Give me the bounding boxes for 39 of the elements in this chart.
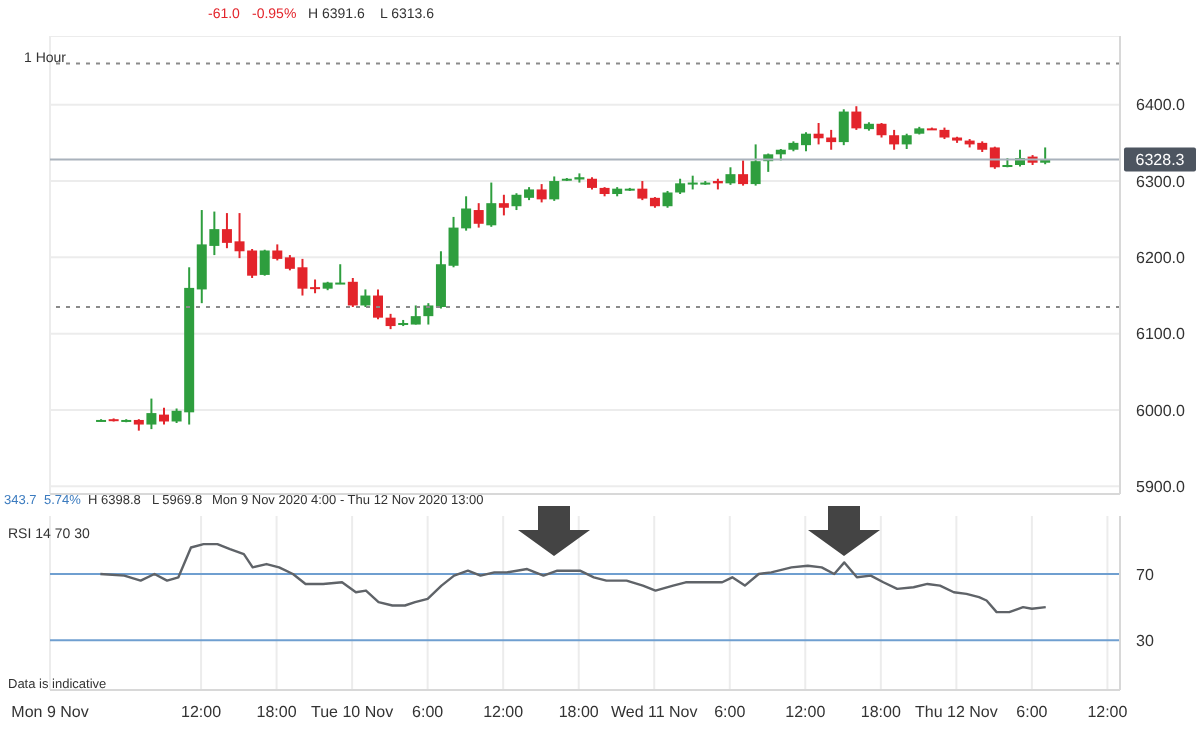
ref-line-label: 6328.3 <box>1135 151 1186 170</box>
candlestick <box>373 288 383 321</box>
x-tick-label: Tue 10 Nov <box>311 703 394 722</box>
x-tick-label: 6:00 <box>412 703 445 722</box>
x-tick-label: 12:00 <box>181 703 223 722</box>
x-tick-label: Thu 12 Nov <box>914 703 998 722</box>
x-tick-label: Mon 9 Nov <box>11 703 89 722</box>
candlestick <box>889 128 900 151</box>
x-tick-label: 6:00 <box>1016 703 1049 722</box>
candlestick <box>838 108 849 147</box>
candlestick <box>738 159 749 187</box>
y-tick-label: 6200.0 <box>1136 249 1187 268</box>
x-tick-label: Wed 11 Nov <box>610 703 698 722</box>
y-tick-label: 30 <box>1136 631 1155 650</box>
candlestick <box>473 202 484 229</box>
y-tick-label: 6300.0 <box>1136 172 1187 191</box>
x-tick-label: 12:00 <box>785 703 827 722</box>
candlestick <box>498 193 509 217</box>
candlestick <box>750 143 761 187</box>
y-tick-label: 6100.0 <box>1136 325 1187 344</box>
x-tick-label: 18:00 <box>256 703 298 722</box>
candlestick <box>536 183 547 204</box>
x-tick-label: 12:00 <box>1087 703 1129 722</box>
candlestick <box>146 397 157 431</box>
x-tick-label: 12:00 <box>483 703 525 722</box>
y-tick-label: 6400.0 <box>1136 96 1187 115</box>
x-tick-label: 18:00 <box>860 703 902 722</box>
candlestick <box>549 175 560 202</box>
x-tick-label: 18:00 <box>558 703 600 722</box>
y-tick-label: 70 <box>1136 565 1155 584</box>
y-tick-label: 6000.0 <box>1136 401 1187 420</box>
candlestick <box>259 248 270 277</box>
line-series <box>99 542 1047 614</box>
candlestick <box>461 195 472 232</box>
candlestick <box>486 181 497 228</box>
x-tick-label: 6:00 <box>714 703 747 722</box>
y-tick-label: 5900.0 <box>1136 478 1187 497</box>
candlestick <box>347 276 358 308</box>
candlestick <box>851 105 862 131</box>
